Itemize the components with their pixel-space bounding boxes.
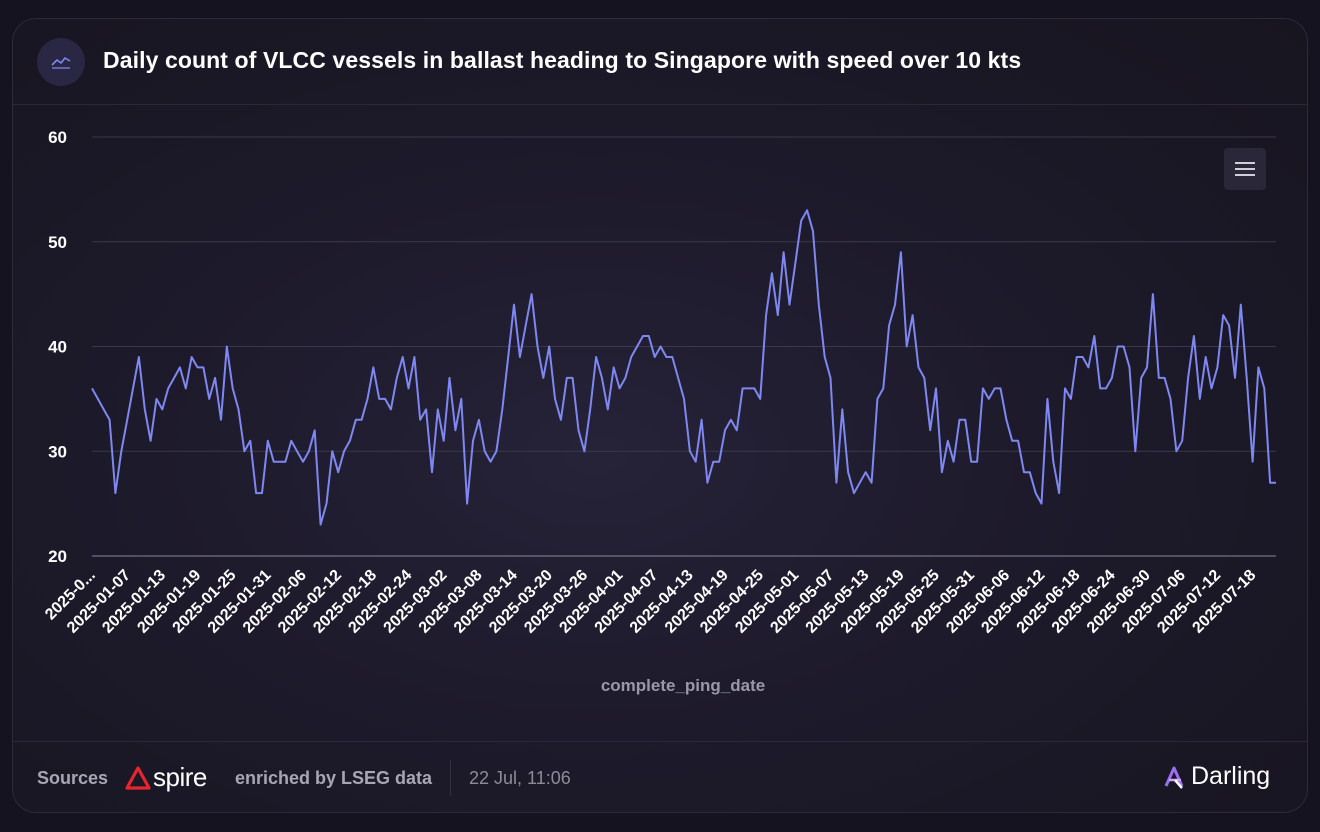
y-tick-label: 60: [48, 128, 67, 147]
spire-logo-text: spire: [153, 762, 207, 792]
chart-card: Daily count of VLCC vessels in ballast h…: [12, 18, 1308, 813]
enriched-label: enriched by LSEG data: [235, 768, 433, 788]
darling-logo-icon: [1164, 766, 1184, 789]
y-tick-label: 20: [48, 547, 67, 566]
card-header: Daily count of VLCC vessels in ballast h…: [13, 19, 1307, 105]
hamburger-menu-icon[interactable]: [1224, 148, 1266, 190]
y-tick-label: 30: [48, 442, 67, 461]
darling-brand-text: Darling: [1191, 762, 1271, 790]
spire-logo-icon: [125, 765, 151, 790]
y-tick-label: 50: [48, 233, 67, 252]
line-chart: 20304050602025-0...2025-01-072025-01-132…: [42, 128, 1276, 695]
series-line: [91, 209, 1276, 526]
y-tick-label: 40: [48, 338, 67, 357]
line-chart-icon: [37, 38, 85, 86]
x-axis-title: complete_ping_date: [601, 676, 765, 695]
footer-divider: [450, 760, 451, 796]
darling-logo[interactable]: Darling: [1163, 762, 1270, 791]
chart-title: Daily count of VLCC vessels in ballast h…: [103, 47, 1022, 73]
timestamp: 22 Jul, 11:06: [469, 768, 571, 788]
spire-logo[interactable]: spire: [125, 762, 207, 793]
card-footer: Sources spire enriched by LSEG data 22 J…: [13, 741, 1307, 812]
sources-label: Sources: [37, 768, 109, 788]
